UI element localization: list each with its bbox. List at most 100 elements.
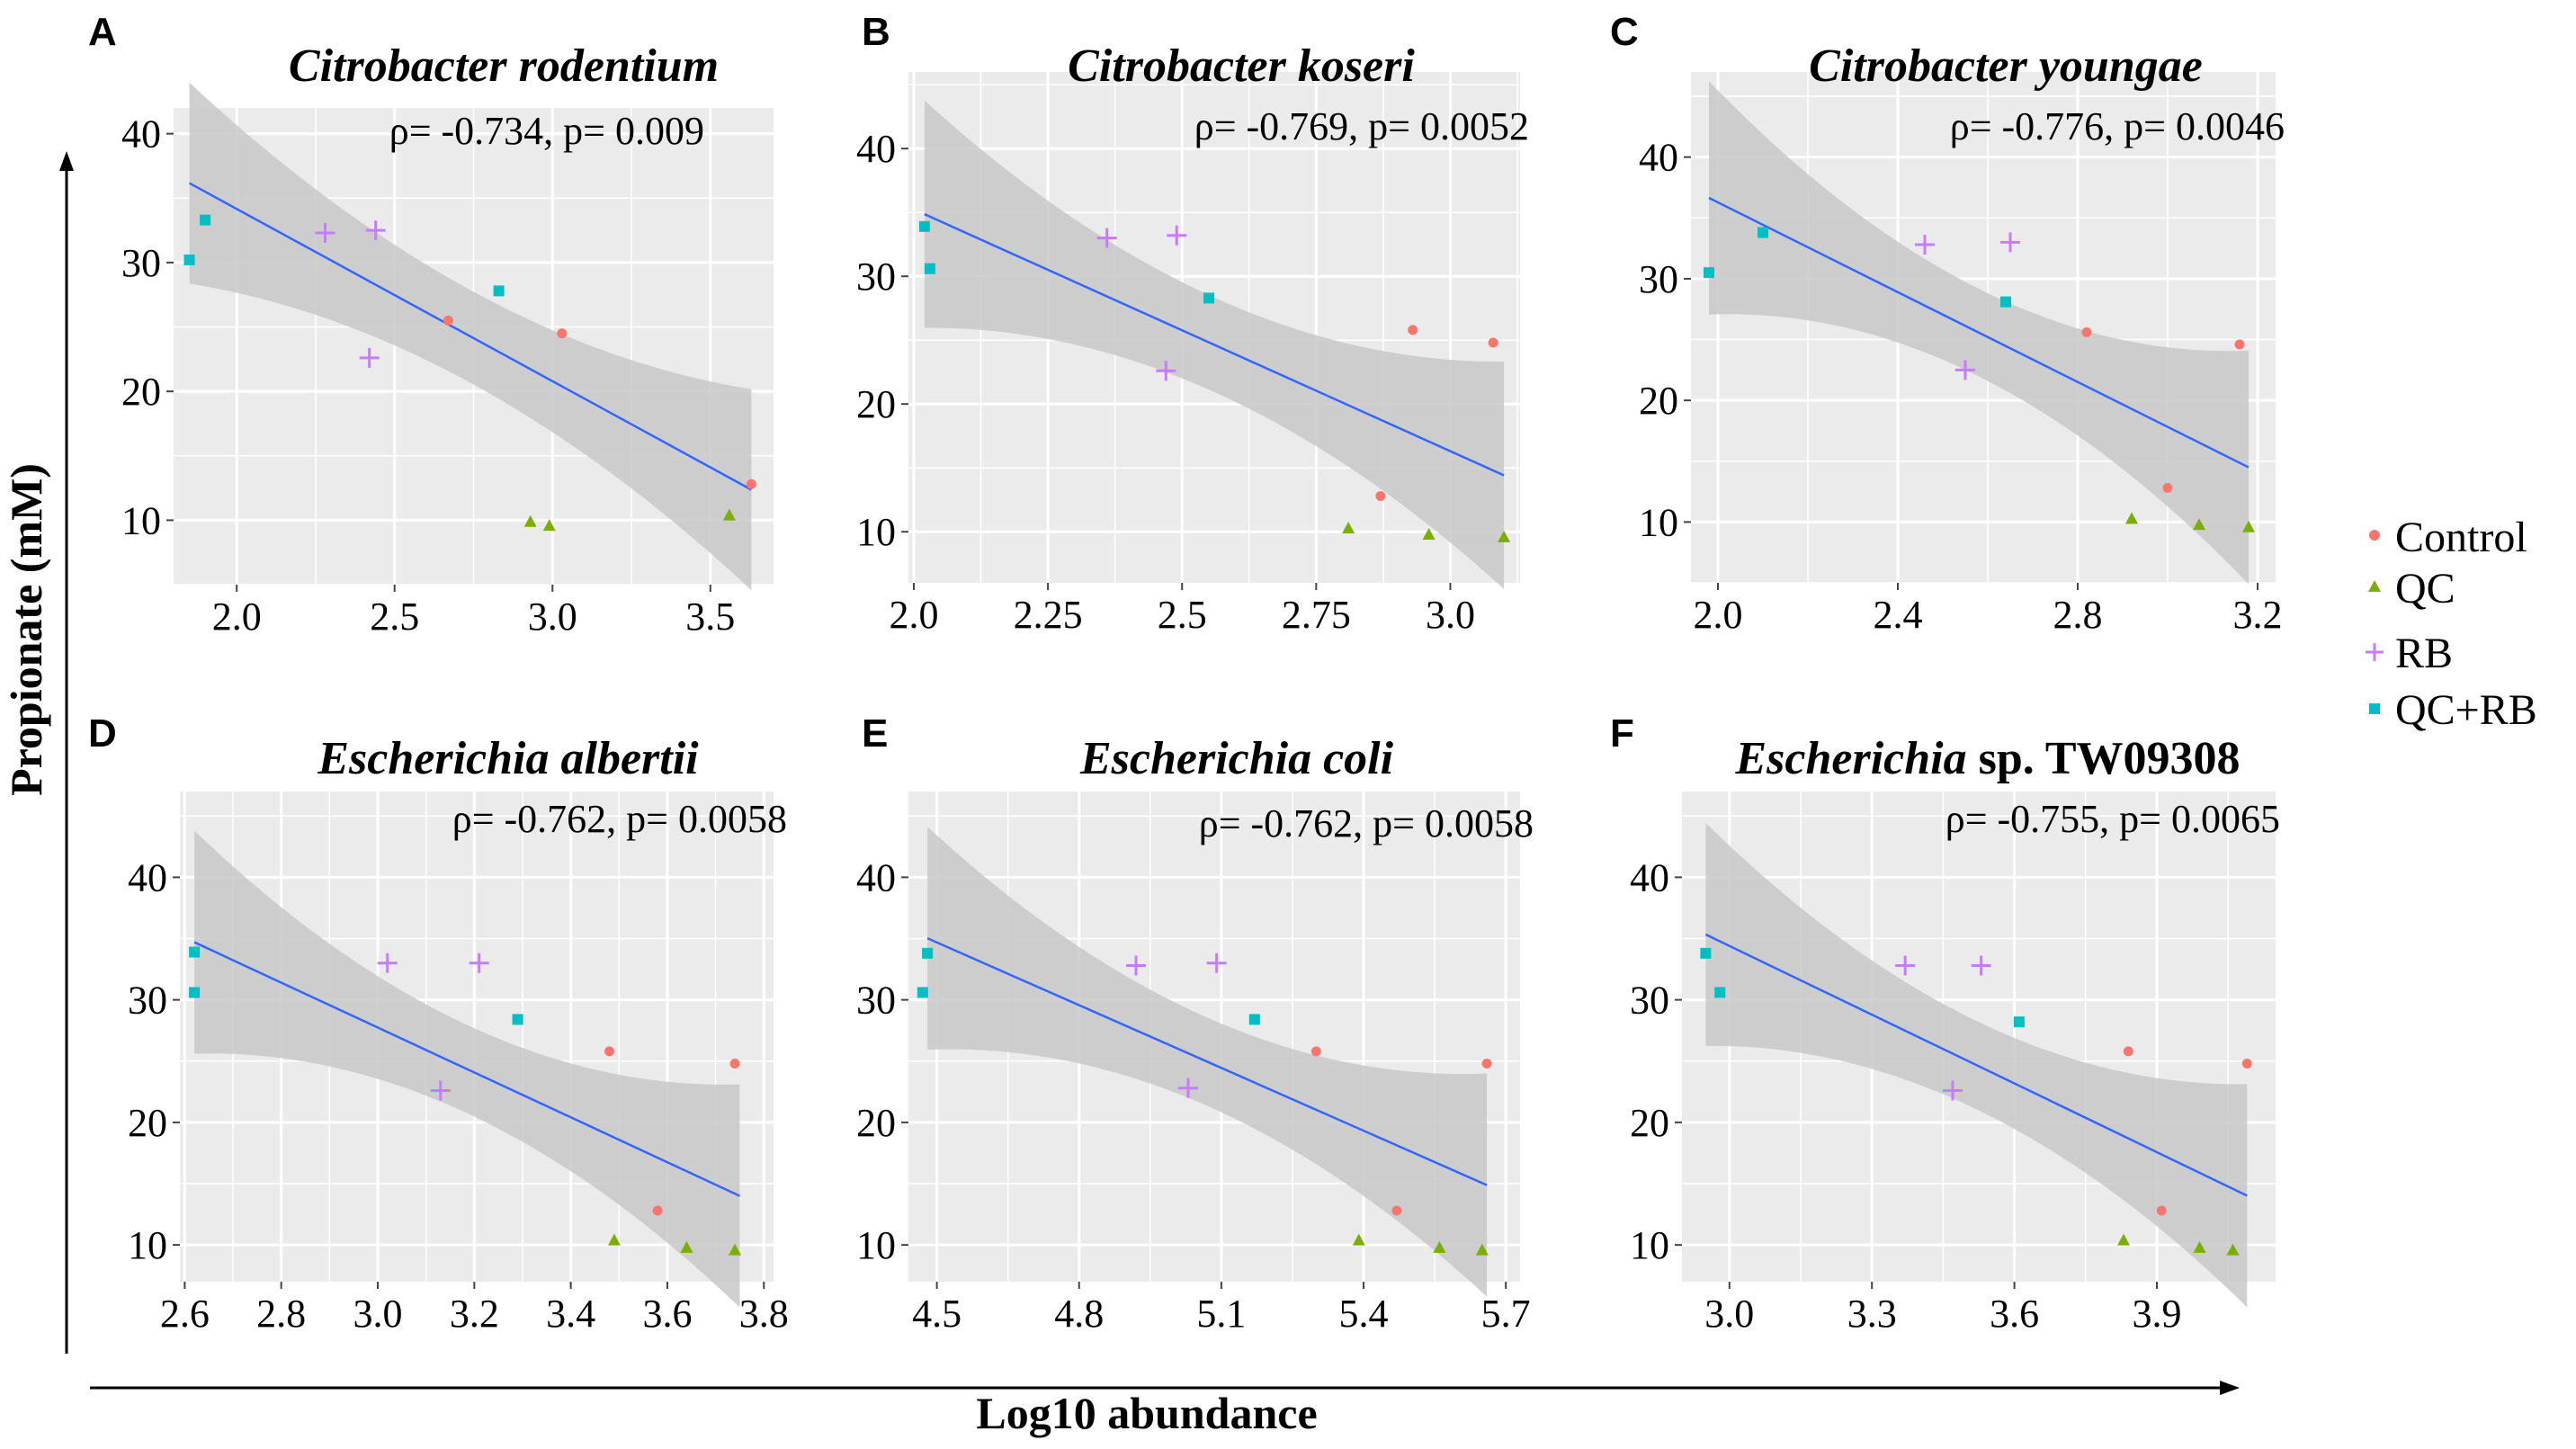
point-qc-rb (917, 987, 928, 998)
panel-title: Citrobacter rodentium (289, 40, 719, 92)
x-tick-label: 2.8 (256, 1292, 306, 1336)
x-tick-label: 3.0 (528, 595, 577, 639)
x-tick-label: 3.0 (353, 1292, 403, 1336)
point-rb (1971, 955, 1991, 976)
x-tick-label: 3.0 (1704, 1292, 1754, 1336)
x-tick-label: 2.25 (1014, 593, 1083, 637)
y-tick-label: 30 (1630, 979, 1669, 1023)
panel-c: 2.0 2.4 2.8 3.2 10 20 30 40 C Citrobacter youngae… (1610, 10, 2285, 637)
panel-title-suffix: sp. TW09308 (1967, 733, 2241, 784)
legend-control-key (2369, 530, 2380, 541)
point-control (2156, 1205, 2167, 1216)
panel-title-italic: Escherichia (1734, 733, 1966, 784)
point-qc (729, 1243, 742, 1256)
point-rb (430, 1080, 451, 1101)
point-control (2123, 1046, 2133, 1057)
y-tick-label: 10 (128, 1223, 167, 1267)
point-qc-rb (2000, 296, 2011, 308)
point-rb (365, 220, 386, 241)
point-qc-rb (1704, 267, 1714, 279)
point-rb (1915, 235, 1935, 255)
panel-title: Citrobacter youngae (1809, 40, 2203, 92)
x-tick-label: 3.9 (2133, 1292, 2182, 1336)
point-control (2081, 326, 2092, 337)
x-tick-label: 2.5 (1158, 593, 1207, 637)
point-qc (680, 1240, 693, 1253)
point-control (746, 479, 756, 489)
x-tick-label: 3.2 (2233, 593, 2283, 637)
panel-title-italic: Escherichia albertii (317, 733, 699, 784)
point-rb (1126, 955, 1147, 976)
point-rb (359, 347, 380, 368)
panel-title-italic: Citrobacter koseri (1068, 40, 1415, 92)
y-tick-label: 20 (856, 1101, 896, 1145)
x-tick-label: 2.6 (160, 1292, 210, 1336)
y-tick-label: 30 (1639, 257, 1678, 301)
point-control (604, 1046, 615, 1057)
point-qc (2117, 1233, 2131, 1246)
y-tick-label: 40 (856, 127, 896, 171)
panel-b: 2.0 2.25 2.5 2.75 3.0 10 20 30 40 B Citrobacter ko… (856, 10, 1529, 637)
x-tick-label: 2.0 (889, 593, 938, 637)
panel-title: Escherichia albertii (317, 733, 699, 784)
x-tick-label: 4.8 (1054, 1292, 1104, 1336)
legend-qc-label: QC (2395, 565, 2455, 613)
x-tick-label: 2.0 (1694, 593, 1743, 637)
x-tick-label: 3.8 (739, 1292, 789, 1336)
x-tick-label: 2.0 (212, 595, 262, 639)
point-qc-rb (1700, 947, 1712, 959)
point-qc-rb (922, 947, 934, 959)
y-tick-label: 20 (1639, 379, 1678, 423)
point-qc (1498, 530, 1511, 542)
x-tick-label: 3.2 (450, 1292, 499, 1336)
point-control (2162, 483, 2173, 494)
point-rb (377, 953, 398, 973)
x-tick-label: 3.4 (546, 1292, 595, 1336)
panel-title: Citrobacter koseri (1068, 40, 1415, 92)
y-tick-label: 20 (121, 370, 161, 414)
point-qc-rb (918, 220, 930, 232)
panel-letter: D (88, 711, 117, 756)
x-tick-label: 3.0 (1426, 593, 1475, 637)
point-rb (1096, 228, 1117, 248)
point-qc (2125, 512, 2138, 524)
point-qc-rb (493, 285, 505, 297)
panel-letter: F (1610, 711, 1634, 756)
x-tick-label: 5.7 (1481, 1292, 1531, 1336)
legend-rb-label: RB (2395, 630, 2453, 677)
legend-control-label: Control (2395, 514, 2527, 561)
point-qc (722, 508, 736, 521)
x-tick-label: 5.4 (1339, 1292, 1389, 1336)
point-control (1391, 1205, 1402, 1216)
global-y-axis-arrowhead (59, 151, 74, 171)
correlation-stat: ρ= -0.769, p= 0.0052 (1194, 104, 1529, 148)
point-qc (523, 514, 537, 527)
point-rb (2000, 232, 2020, 253)
y-tick-label: 30 (856, 255, 896, 299)
x-tick-label: 2.4 (1874, 593, 1923, 637)
y-axis-title: Propionate (mM) (1, 463, 51, 796)
point-control (1408, 325, 1418, 335)
panel-e: 4.5 4.8 5.1 5.4 5.7 10 20 30 40 E Escherichia coli… (856, 711, 1534, 1336)
legend: Control QC RB QC+RB (2366, 514, 2537, 734)
point-control (729, 1058, 740, 1069)
point-qc-rb (1758, 227, 1768, 238)
point-qc-rb (189, 987, 201, 998)
regression-line (193, 941, 740, 1197)
panel-letter: C (1610, 10, 1639, 54)
correlation-stat: ρ= -0.762, p= 0.0058 (452, 797, 787, 841)
x-tick-label: 3.6 (642, 1292, 692, 1336)
point-qc (1342, 521, 1355, 533)
y-tick-label: 10 (856, 1223, 896, 1267)
panel-letter: A (88, 10, 117, 54)
legend-qc-key (2368, 580, 2381, 592)
point-rb (1955, 360, 1975, 380)
correlation-stat: ρ= -0.734, p= 0.009 (389, 109, 704, 153)
legend-rb-key (2366, 643, 2384, 661)
point-qc-rb (183, 255, 195, 266)
point-rb (1178, 1078, 1199, 1098)
point-qc (1433, 1240, 1446, 1253)
y-tick-label: 20 (856, 382, 896, 426)
point-rb (1156, 361, 1176, 381)
y-tick-label: 10 (121, 498, 161, 542)
